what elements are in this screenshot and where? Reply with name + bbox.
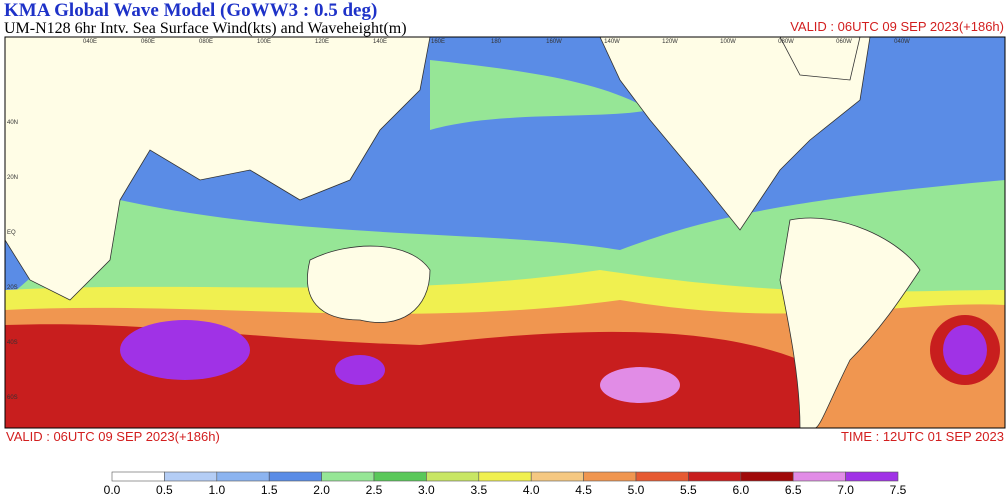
colorbar-swatch (530, 471, 584, 482)
lon-label: 100E (257, 39, 271, 45)
colorbar-label: 1.0 (208, 483, 225, 496)
colorbar-swatch (792, 471, 846, 482)
lon-label: 080W (778, 39, 794, 45)
lon-label: 100W (720, 39, 736, 45)
colorbar-swatch (740, 471, 794, 482)
colorbar-swatch (321, 471, 375, 482)
valid-top: VALID : 06UTC 09 SEP 2023(+186h) (790, 19, 1004, 34)
colorbar-swatch (111, 471, 165, 482)
colorbar-swatch (426, 471, 480, 482)
land (779, 217, 921, 428)
lat-label: 60S (7, 395, 18, 401)
map-frame (4, 36, 1006, 429)
lon-label: 060E (141, 39, 155, 45)
colorbar-label: 3.5 (470, 483, 487, 496)
colorbar-label: 4.0 (523, 483, 540, 496)
init-time: TIME : 12UTC 01 SEP 2023 (841, 429, 1004, 444)
wave-zone (120, 320, 250, 380)
colorbar-swatch (845, 471, 899, 482)
lat-label: 40N (7, 120, 18, 126)
lon-label: 140W (604, 39, 620, 45)
colorbar-label: 6.0 (732, 483, 749, 496)
colorbar-label: 7.0 (837, 483, 854, 496)
lon-label: 040E (83, 39, 97, 45)
colorbar-label: 3.0 (418, 483, 435, 496)
title: KMA Global Wave Model (GoWW3 : 0.5 deg) (4, 0, 377, 21)
lon-label: 060W (836, 39, 852, 45)
colorbar-label: 6.5 (785, 483, 802, 496)
colorbar-label: 2.5 (366, 483, 383, 496)
colorbar-label: 0.5 (156, 483, 173, 496)
lon-label: 140E (373, 39, 387, 45)
colorbar-swatch (373, 471, 427, 482)
subtitle: UM-N128 6hr Intv. Sea Surface Wind(kts) … (4, 20, 407, 37)
lat-label: 20S (7, 285, 18, 291)
wave-zone (5, 180, 1005, 300)
colorbar-swatch (268, 471, 322, 482)
colorbar-label: 0.0 (104, 483, 121, 496)
wave-zone (335, 355, 385, 385)
land (779, 37, 861, 81)
colorbar-swatch (216, 471, 270, 482)
colorbar: 0.0 0.5 1.0 1.5 2.0 2.5 3.0 3.5 4.0 4.5 5.0 5.5 6.0 6… (104, 471, 907, 496)
lon-label: 160E (431, 39, 445, 45)
land (599, 37, 871, 231)
wave-zone (430, 60, 650, 130)
colorbar-swatch (478, 471, 532, 482)
colorbar-label: 5.5 (680, 483, 697, 496)
lat-label: EQ (7, 230, 16, 236)
lon-label: 040W (894, 39, 910, 45)
lat-label: 40S (7, 340, 18, 346)
land (307, 245, 431, 323)
lon-label: 160W (546, 39, 562, 45)
wave-zone (600, 367, 680, 403)
colorbar-label: 4.5 (575, 483, 592, 496)
lon-label: 180 (491, 39, 502, 45)
map: 040E 060E 080E 100E 120E 140E 160E 180 160W 140W 1… (4, 36, 1006, 429)
colorbar-swatch (688, 471, 742, 482)
wave-zone (943, 325, 987, 375)
colorbar-swatch (583, 471, 637, 482)
colorbar-label: 1.5 (261, 483, 278, 496)
land (5, 37, 431, 301)
colorbar-swatch (164, 471, 218, 482)
lon-label: 080E (199, 39, 213, 45)
valid-bottom: VALID : 06UTC 09 SEP 2023(+186h) (6, 429, 220, 444)
lon-label: 120W (662, 39, 678, 45)
colorbar-label: 7.5 (890, 483, 907, 496)
colorbar-swatch (635, 471, 689, 482)
colorbar-label: 2.0 (313, 483, 330, 496)
colorbar-label: 5.0 (628, 483, 645, 496)
lon-label: 120E (315, 39, 329, 45)
lat-label: 20N (7, 175, 18, 181)
